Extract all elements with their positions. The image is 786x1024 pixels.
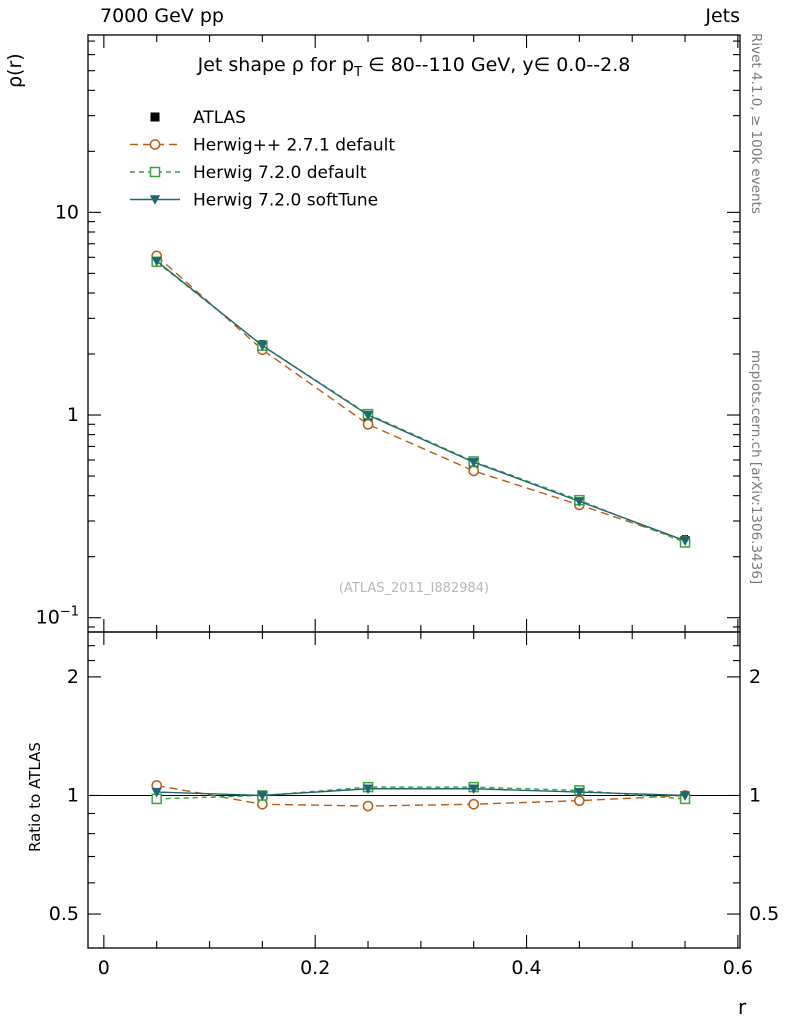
legend-label: ATLAS [193,108,246,128]
x-tick-label: 0.6 [723,957,753,979]
legend-label: Herwig 7.2.0 default [193,163,367,183]
x-tick-label: 0 [98,957,110,979]
series-herwig-7-2-0-softtune [151,256,691,801]
axis-ticks [88,35,740,948]
x-axis-label: r [738,995,747,1019]
y-axis-label-top: ρ(r) [4,53,26,88]
y-axis-label-ratio: Ratio to ATLAS [26,742,44,852]
ratio-tick-label-left: 2 [67,666,79,688]
ratio-panel-frame [87,631,741,949]
plot-title-sub: T [354,65,363,80]
ratio-tick-label-right: 0.5 [749,903,779,925]
plot-title-pre: Jet shape ρ for p [197,54,355,76]
legend-item-herwig-7-2-0-default: Herwig 7.2.0 default [130,163,367,183]
series-atlas [152,254,690,547]
beam-label: 7000 GeV pp [100,5,224,27]
ratio-tick-label-left: 1 [67,784,79,806]
analysis-id-watermark: (ATLAS_2011_I882984) [338,581,490,596]
x-tick-label: 0.4 [511,957,541,979]
legend-label: Herwig 7.2.0 softTune [193,191,378,211]
ratio-tick-label-left: 0.5 [49,903,79,925]
tick-labels: 0 0.2 0.4 0.6 10 1 10−1 2 2 1 1 0.5 0.5 [36,201,780,979]
y-tick-label: 10 [55,201,79,223]
series-herwig-2-7-1-default [151,250,691,812]
plot-title: Jet shape ρ for pT ∈ 80--110 GeV, y∈ 0.0… [88,54,740,80]
analysis-label: Jets [705,5,740,27]
y-tick-label: 10−1 [36,605,79,629]
plot-title-post: ∈ 80--110 GeV, y∈ 0.0--2.8 [362,54,631,76]
legend-label: Herwig++ 2.7.1 default [193,136,395,156]
legend-item-herwig-2-7-1-default: Herwig++ 2.7.1 default [130,136,395,156]
series-herwig-7-2-0-default [151,256,691,805]
legend-item-herwig-7-2-0-softtune: Herwig 7.2.0 softTune [130,191,378,211]
legend: ATLAS Herwig++ 2.7.1 default Herwig 7.2.0 … [130,108,395,211]
x-tick-label: 0.2 [300,957,330,979]
ratio-tick-label-right: 2 [749,666,761,688]
y-tick-label: 1 [67,404,79,426]
mcplots-source-label: mcplots.cern.ch [arXiv:1306.3436] [748,350,764,585]
legend-item-atlas: ATLAS [150,108,246,128]
top-panel-frame [87,34,741,633]
rivet-version-label: Rivet 4.1.0, ≥ 100k events [748,33,764,214]
ratio-tick-label-right: 1 [749,784,761,806]
